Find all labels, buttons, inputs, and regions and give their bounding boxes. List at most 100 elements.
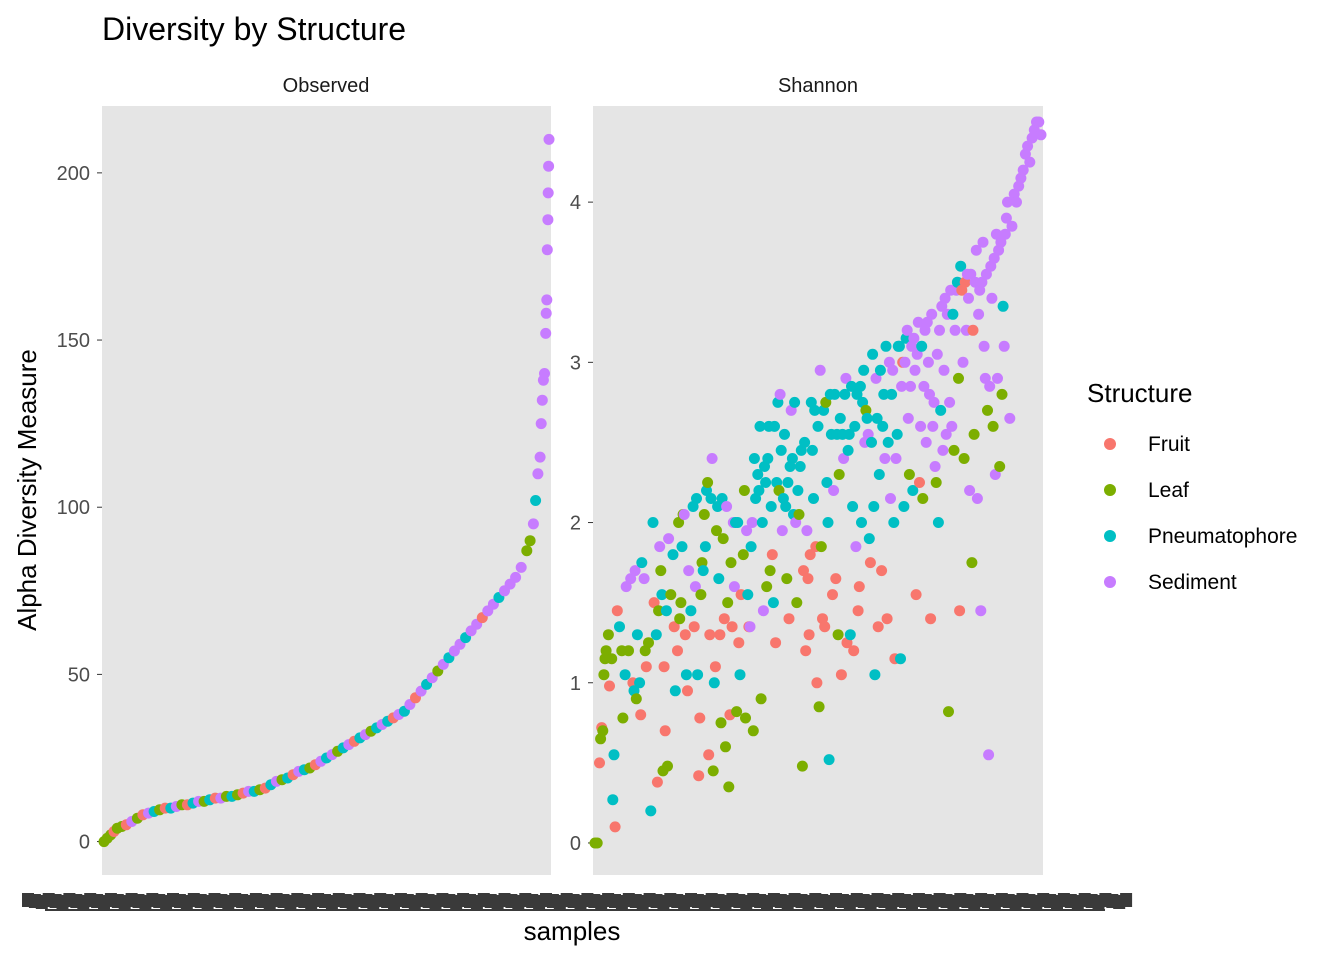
point-leaf [958, 453, 970, 464]
point-sediment [542, 214, 554, 226]
point-leaf [598, 669, 610, 681]
point-leaf [917, 493, 929, 504]
point-sediment [654, 541, 666, 553]
point-sediment [539, 368, 550, 379]
point-sediment [746, 517, 758, 528]
point-sediment [984, 380, 996, 392]
point-pneumatophore [871, 412, 883, 424]
point-fruit [659, 725, 671, 737]
point-pneumatophore [756, 517, 768, 528]
point-pneumatophore [856, 517, 867, 528]
point-fruit [611, 605, 623, 617]
point-pneumatophore [650, 629, 662, 641]
point-pneumatophore [789, 396, 801, 408]
point-sediment [541, 244, 553, 256]
legend-key-sediment [1104, 576, 1116, 588]
point-pneumatophore [809, 404, 821, 416]
point-sediment [980, 268, 992, 280]
y-tick-label: 100 [57, 497, 90, 519]
point-sediment [975, 605, 987, 617]
point-pneumatophore [619, 669, 631, 681]
point-sediment [540, 307, 552, 319]
point-fruit [694, 712, 706, 724]
point-leaf [653, 605, 665, 617]
point-sediment [838, 453, 850, 464]
point-sediment [1000, 212, 1012, 224]
y-tick-label: 3 [570, 352, 581, 374]
point-leaf [738, 485, 750, 496]
point-pneumatophore [932, 517, 944, 528]
point-fruit [864, 557, 876, 569]
point-fruit [733, 637, 745, 649]
point-sediment [541, 294, 553, 306]
point-sediment [977, 236, 989, 248]
point-pneumatophore [660, 605, 672, 617]
point-leaf [820, 396, 832, 408]
point-leaf [815, 541, 827, 553]
point-fruit [672, 645, 683, 657]
point-pneumatophore [656, 589, 668, 601]
point-pneumatophore [863, 533, 875, 545]
chart-title: Diversity by Structure [102, 11, 406, 47]
points-observed [98, 133, 555, 848]
point-sediment [912, 316, 924, 328]
point-pneumatophore [701, 485, 712, 496]
point-sediment [937, 444, 949, 456]
point-pneumatophore [647, 517, 659, 528]
y-axis-title: Alpha Diversity Measure [12, 349, 42, 631]
y-tick-label: 0 [79, 832, 90, 854]
point-leaf [711, 525, 722, 537]
point-leaf [521, 545, 533, 557]
point-leaf [755, 693, 767, 705]
point-sediment [1035, 129, 1047, 141]
legend-label-sediment: Sediment [1148, 571, 1237, 594]
point-pneumatophore [873, 469, 885, 480]
point-sediment [911, 348, 923, 360]
point-pneumatophore [608, 749, 620, 761]
point-leaf [737, 549, 749, 561]
point-leaf [796, 760, 808, 772]
point-sediment [543, 133, 555, 145]
point-leaf [740, 712, 751, 724]
point-pneumatophore [753, 485, 765, 496]
point-sediment [905, 380, 916, 392]
point-fruit [658, 661, 670, 673]
point-sediment [776, 525, 788, 537]
point-fruit [682, 685, 693, 697]
point-leaf [948, 444, 960, 456]
point-sediment [1004, 412, 1016, 424]
y-tick-label: 1 [570, 673, 581, 695]
point-sediment [999, 228, 1011, 240]
point-pneumatophore [732, 517, 744, 528]
point-pneumatophore [935, 404, 947, 416]
point-sediment [992, 372, 1003, 384]
point-fruit [881, 613, 893, 625]
point-leaf [761, 581, 773, 593]
point-pneumatophore [669, 685, 681, 697]
point-sediment [944, 396, 956, 408]
legend-label-leaf: Leaf [1148, 479, 1189, 502]
facet-label-shannon: Shannon [778, 75, 858, 97]
point-fruit [651, 776, 663, 788]
point-sediment [946, 420, 958, 432]
point-sediment [979, 372, 991, 384]
point-sediment [757, 605, 769, 617]
facet-label-observed: Observed [283, 75, 370, 97]
point-pneumatophore [780, 501, 792, 512]
point-leaf [617, 712, 629, 724]
point-pneumatophore [916, 340, 928, 352]
point-pneumatophore [667, 549, 679, 561]
point-fruit [709, 661, 721, 673]
point-sediment [896, 380, 908, 392]
point-fruit [876, 565, 888, 577]
point-leaf [673, 517, 685, 528]
point-sediment [706, 453, 718, 464]
point-sediment [915, 420, 927, 432]
point-leaf [623, 645, 634, 657]
point-sediment [890, 453, 902, 464]
point-leaf [630, 693, 642, 705]
point-fruit [648, 597, 660, 609]
point-leaf [982, 404, 993, 416]
point-sediment [741, 525, 753, 537]
point-leaf [725, 557, 737, 569]
